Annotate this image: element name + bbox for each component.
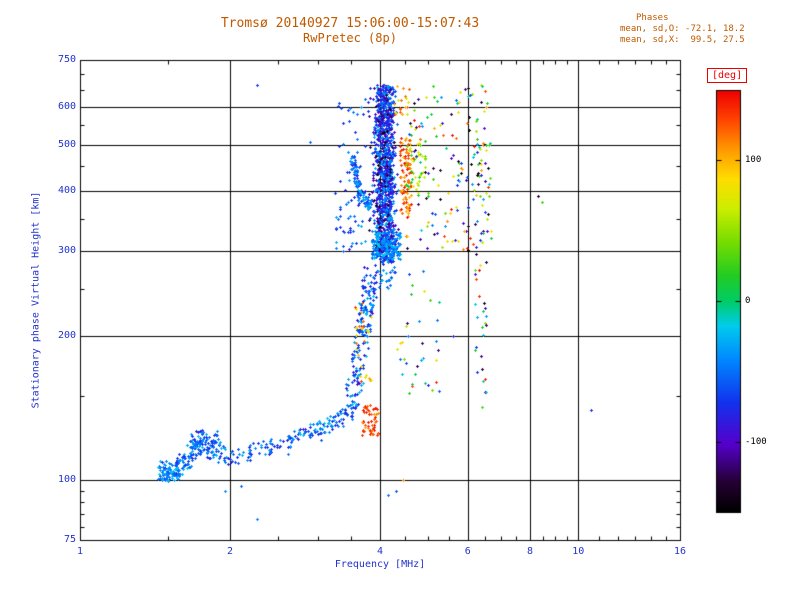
y-tick-label: 100 — [57, 474, 76, 486]
x-axis-label: Frequency [MHz] — [334, 559, 426, 570]
colorbar-tick-label: -100 — [745, 436, 767, 447]
x-tick-label: 6 — [464, 546, 471, 557]
chart-title: Tromsø 20140927 15:06:00-15:07:43 — [220, 16, 480, 31]
x-tick-label: 10 — [572, 546, 585, 557]
phase-stats-block: Phases mean, sd,O: -72.1, 18.2 mean, sd,… — [620, 13, 745, 46]
x-tick-label: 4 — [376, 546, 384, 557]
y-tick-label: 200 — [57, 329, 76, 341]
colorbar-unit-label: [deg] — [707, 68, 748, 83]
y-tick-label: 500 — [57, 138, 76, 150]
phase-stats-x-mean: mean, sd,X: 99.5, 27.5 — [620, 35, 745, 45]
x-tick-label: 8 — [526, 546, 534, 557]
phase-stats-o-mean: mean, sd,O: -72.1, 18.2 — [620, 24, 745, 34]
y-tick-label: 600 — [57, 100, 76, 112]
phase-stats-header: Phases — [636, 13, 669, 23]
y-axis-label: Stationary phase Virtual Height [km] — [30, 191, 42, 409]
y-tick-label: 300 — [57, 245, 76, 256]
y-tick-label: 400 — [57, 185, 76, 197]
y-tick-label: 75 — [63, 534, 76, 545]
x-tick-label: 16 — [673, 546, 687, 557]
colorbar-tick-label: 100 — [745, 155, 762, 166]
x-tick-label: 2 — [226, 546, 234, 557]
chart-subtitle: RwPretec (8p) — [303, 31, 397, 45]
x-tick-label: 1 — [76, 546, 84, 557]
y-tick-label: 750 — [57, 54, 76, 65]
colorbar-tick-label: 0 — [745, 296, 751, 306]
